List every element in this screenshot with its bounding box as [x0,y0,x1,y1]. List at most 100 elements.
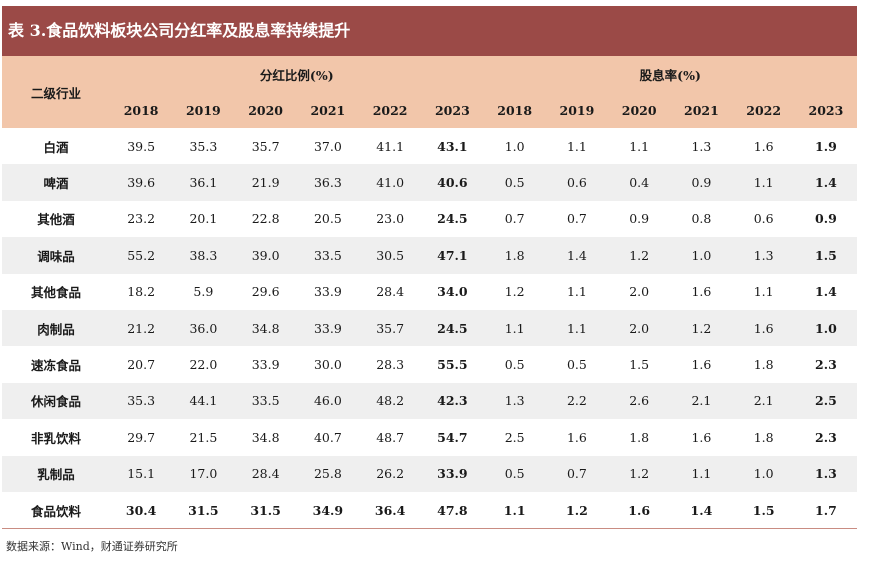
industry-name: 调味品 [2,237,110,274]
table-row: 啤酒 39.6 36.1 21.9 36.3 41.0 40.6 0.5 0.6 0.4 0.9 1.… [2,164,858,201]
table-row: 速冻食品 20.7 22.0 33.9 30.0 28.3 55.5 0.5 0.5 1.5 1.6… [2,346,858,383]
yield-cell: 0.4 [608,164,671,201]
industry-name: 非乳饮料 [2,419,110,456]
payout-cell: 36.0 [172,309,235,347]
table-row: 休闲食品 35.3 44.1 33.5 46.0 48.2 42.3 1.3 2.2 2.6 2.1… [2,382,858,420]
payout-cell: 41.0 [359,164,422,201]
yield-cell: 2.0 [608,309,671,347]
industry-name: 休闲食品 [2,382,110,420]
payout-cell: 34.8 [234,419,297,456]
yield-cell: 1.2 [545,491,609,529]
payout-cell: 33.9 [421,455,484,492]
table-row: 白酒 39.5 35.3 35.7 37.0 41.1 43.1 1.0 1.1 1.1 1.3 1.… [2,128,858,165]
header-year-yield: 2023 [794,92,858,128]
payout-cell: 31.5 [172,491,235,529]
payout-cell: 34.8 [234,309,297,347]
payout-cell: 35.7 [359,309,422,347]
yield-cell: 1.1 [545,128,609,165]
payout-cell: 54.7 [421,419,484,456]
table-row: 调味品 55.2 38.3 39.0 33.5 30.5 47.1 1.8 1.4 1.2 1.0 1… [2,237,858,274]
header-year-yield: 2019 [545,92,609,128]
yield-cell: 1.1 [545,273,609,310]
payout-cell: 29.7 [110,419,173,456]
yield-cell: 0.7 [545,455,609,492]
payout-cell: 22.8 [234,200,297,238]
payout-cell: 39.6 [110,164,173,201]
payout-cell: 47.8 [421,491,484,529]
yield-cell: 1.4 [794,273,858,310]
payout-cell: 37.0 [296,128,359,165]
payout-cell: 28.4 [234,455,297,492]
payout-cell: 23.0 [359,200,422,238]
payout-cell: 46.0 [296,382,359,420]
industry-name: 速冻食品 [2,346,110,383]
yield-cell: 1.6 [670,419,733,456]
payout-cell: 41.1 [359,128,422,165]
payout-cell: 21.9 [234,164,297,201]
table-row: 非乳饮料 29.7 21.5 34.8 40.7 48.7 54.7 2.5 1.6 1.8 1.6… [2,419,858,456]
yield-cell: 1.2 [608,237,671,274]
payout-cell: 33.9 [234,346,297,383]
source-note: 数据来源：Wind，财通证券研究所 [6,540,178,553]
yield-cell: 1.9 [794,128,858,165]
payout-cell: 39.5 [110,128,173,165]
payout-cell: 25.8 [296,455,359,492]
industry-name: 食品饮料 [2,491,110,529]
payout-cell: 35.3 [172,128,235,165]
table-row: 其他酒 23.2 20.1 22.8 20.5 23.0 24.5 0.7 0.7 0.9 0.8 0… [2,200,858,238]
header-year-yield: 2021 [670,92,733,128]
yield-cell: 1.0 [483,128,546,165]
yield-cell: 1.4 [794,164,858,201]
yield-cell: 1.8 [732,346,795,383]
yield-cell: 0.5 [483,346,546,383]
payout-cell: 40.7 [296,419,359,456]
yield-cell: 2.1 [670,382,733,420]
header-year-payout: 2021 [296,92,359,128]
yield-cell: 1.2 [608,455,671,492]
yield-cell: 0.9 [608,200,671,238]
header-row-group: 二级行业 分红比例(%) 股息率(%) [2,56,858,128]
payout-cell: 23.2 [110,200,173,238]
yield-cell: 2.5 [794,382,858,420]
payout-cell: 30.5 [359,237,422,274]
payout-cell: 39.0 [234,237,297,274]
yield-cell: 1.7 [794,491,858,529]
header-year-payout: 2022 [359,92,422,128]
yield-cell: 0.7 [483,200,546,238]
yield-cell: 2.6 [608,382,671,420]
yield-cell: 1.2 [670,309,733,347]
yield-cell: 2.3 [794,346,858,383]
payout-cell: 35.7 [234,128,297,165]
payout-cell: 5.9 [172,273,235,310]
header-payout-ratio: 分红比例(%) [110,56,484,92]
yield-cell: 1.5 [732,491,795,529]
payout-cell: 33.5 [234,382,297,420]
payout-cell: 55.2 [110,237,173,274]
yield-cell: 1.1 [545,309,609,347]
yield-cell: 1.1 [608,128,671,165]
header-year-payout: 2018 [110,92,173,128]
dividend-table: 二级行业 分红比例(%) 股息率(%) 2018 2019 2020 2021 2022… [2,56,858,529]
yield-cell: 1.6 [670,346,733,383]
yield-cell: 1.1 [483,491,546,529]
yield-cell: 1.3 [483,382,546,420]
payout-cell: 36.3 [296,164,359,201]
yield-cell: 0.6 [545,164,609,201]
header-industry: 二级行业 [2,56,110,128]
yield-cell: 0.7 [545,200,609,238]
yield-cell: 1.6 [732,128,795,165]
industry-name: 其他酒 [2,200,110,238]
yield-cell: 1.8 [483,237,546,274]
payout-cell: 26.2 [359,455,422,492]
payout-cell: 31.5 [234,491,297,529]
bottom-rule [2,528,857,529]
payout-cell: 18.2 [110,273,173,310]
header-year-payout: 2019 [172,92,235,128]
header-dividend-yield: 股息率(%) [483,56,858,92]
yield-cell: 2.5 [483,419,546,456]
payout-cell: 24.5 [421,309,484,347]
yield-cell: 0.9 [670,164,733,201]
payout-cell: 28.4 [359,273,422,310]
industry-name: 乳制品 [2,455,110,492]
yield-cell: 1.3 [794,455,858,492]
